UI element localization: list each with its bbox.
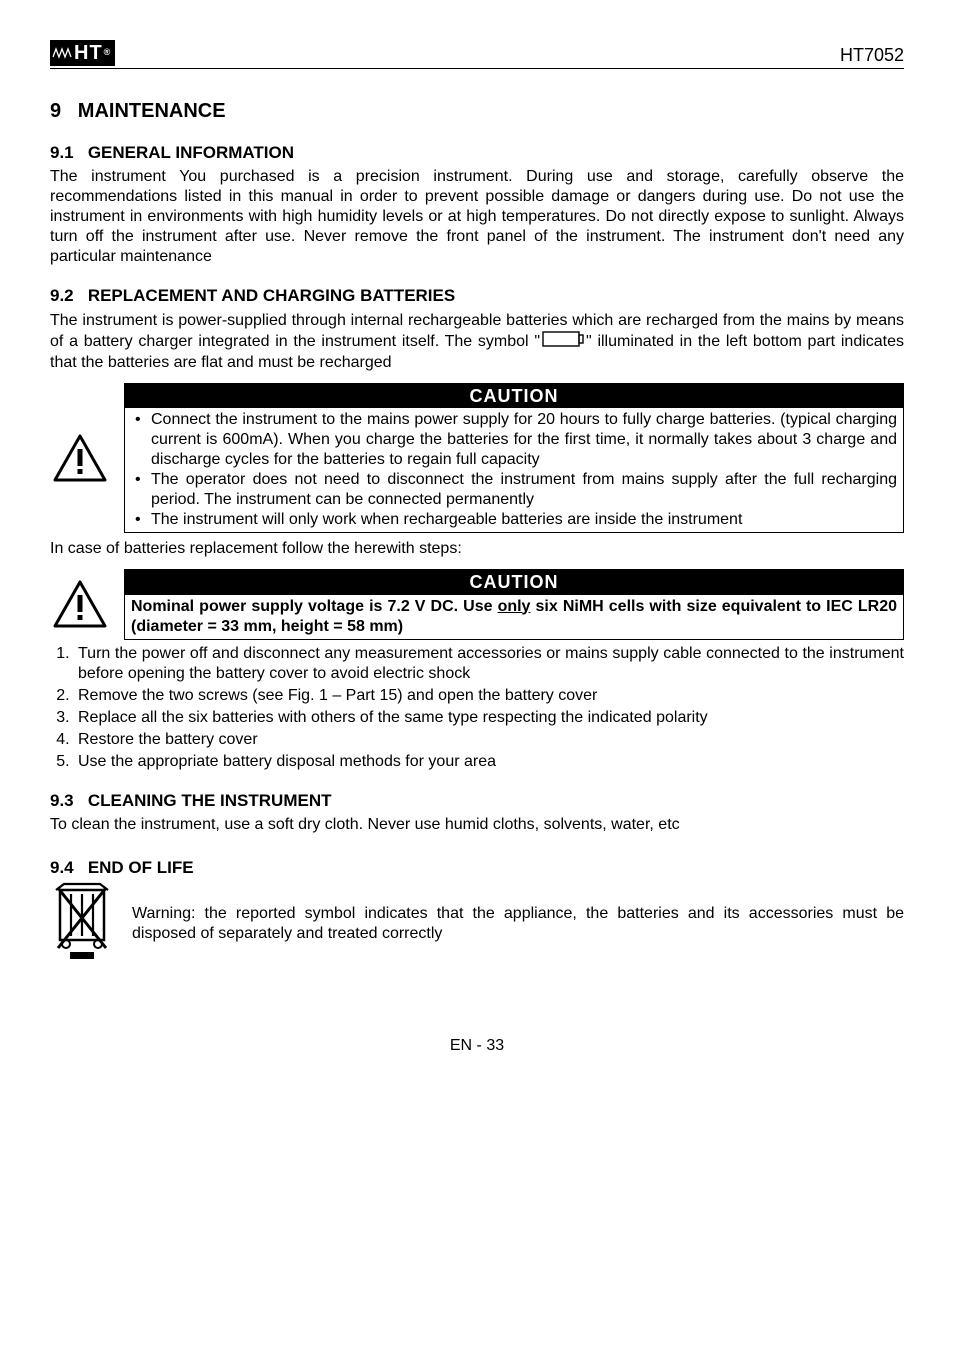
section-94-num: 9.4 <box>50 858 74 877</box>
caution-box-2: CAUTION Nominal power supply voltage is … <box>124 569 904 640</box>
model-number: HT7052 <box>840 44 904 67</box>
step-item: Turn the power off and disconnect any me… <box>74 644 904 684</box>
weee-icon <box>50 882 114 966</box>
caution2-underline: only <box>498 598 531 615</box>
caution2-a: Nominal power supply voltage is 7.2 V DC… <box>131 598 498 615</box>
section-91-body: The instrument You purchased is a precis… <box>50 167 904 267</box>
step-item: Restore the battery cover <box>74 730 904 750</box>
section-93-heading: 9.3 CLEANING THE INSTRUMENT <box>50 790 904 811</box>
section-93-num: 9.3 <box>50 791 74 810</box>
caution-bullet: The operator does not need to disconnect… <box>131 470 897 510</box>
caution-bullets: Connect the instrument to the mains powe… <box>131 410 897 530</box>
section-9-heading: 9 MAINTENANCE <box>50 99 904 124</box>
caution2-text: Nominal power supply voltage is 7.2 V DC… <box>125 595 903 639</box>
section-93-title: CLEANING THE INSTRUMENT <box>88 791 332 810</box>
page-header: HT ® HT7052 <box>50 40 904 69</box>
caution-box-1: CAUTION Connect the instrument to the ma… <box>124 383 904 534</box>
logo-waveform-icon <box>52 45 72 61</box>
caution-bullet: Connect the instrument to the mains powe… <box>131 410 897 470</box>
end-of-life-row: Warning: the reported symbol indicates t… <box>50 882 904 966</box>
section-92-title: REPLACEMENT AND CHARGING BATTERIES <box>88 286 455 305</box>
step-item: Remove the two screws (see Fig. 1 – Part… <box>74 686 904 706</box>
logo-text: HT <box>74 41 103 66</box>
step-item: Replace all the six batteries with other… <box>74 708 904 728</box>
caution-label-1: CAUTION <box>125 384 903 409</box>
section-94-title: END OF LIFE <box>88 858 194 877</box>
caution-block-1: CAUTION Connect the instrument to the ma… <box>50 383 904 534</box>
section-9-num: 9 <box>50 100 61 122</box>
replacement-intro: In case of batteries replacement follow … <box>50 539 904 559</box>
caution-label-2: CAUTION <box>125 570 903 595</box>
end-of-life-text: Warning: the reported symbol indicates t… <box>132 904 904 944</box>
section-91-heading: 9.1 GENERAL INFORMATION <box>50 142 904 163</box>
caution-bullet: The instrument will only work when recha… <box>131 510 897 530</box>
step-item: Use the appropriate battery disposal met… <box>74 752 904 772</box>
section-92-heading: 9.2 REPLACEMENT AND CHARGING BATTERIES <box>50 285 904 306</box>
section-91-title: GENERAL INFORMATION <box>88 143 294 162</box>
brand-logo: HT ® <box>50 40 115 66</box>
caution-block-2: CAUTION Nominal power supply voltage is … <box>50 569 904 640</box>
section-92-num: 9.2 <box>50 286 74 305</box>
replacement-steps: Turn the power off and disconnect any me… <box>50 644 904 772</box>
warning-icon <box>50 579 110 629</box>
section-91-num: 9.1 <box>50 143 74 162</box>
section-94-heading: 9.4 END OF LIFE <box>50 857 904 878</box>
section-93-body: To clean the instrument, use a soft dry … <box>50 815 904 835</box>
battery-low-icon <box>542 331 584 353</box>
page-footer: EN - 33 <box>50 1036 904 1056</box>
section-9-title: MAINTENANCE <box>78 100 226 122</box>
warning-icon <box>50 433 110 483</box>
section-92-body: The instrument is power-supplied through… <box>50 311 904 373</box>
